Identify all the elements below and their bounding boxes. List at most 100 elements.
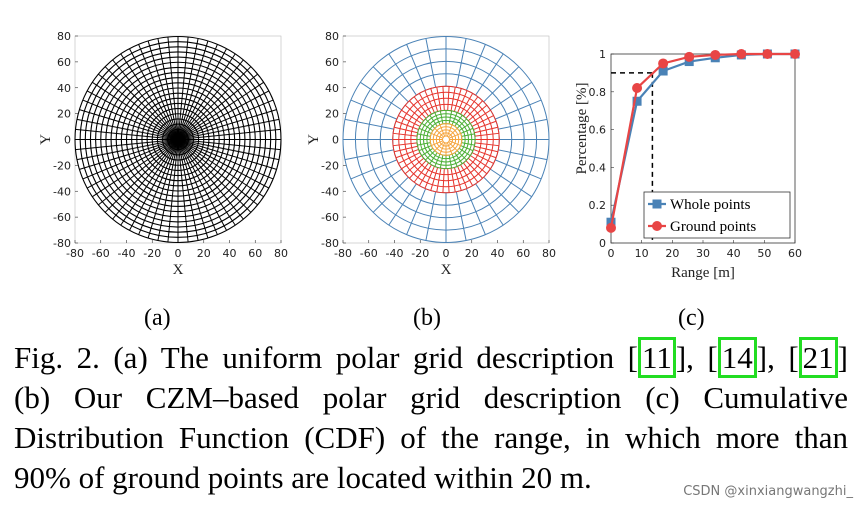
panel-b-czm-polar-grid: -80 -60 -40 -20 0 20 40 60 80806040200-20-40-60-… (306, 30, 556, 278)
y-tick-label: -20 (53, 159, 71, 172)
x-tick-label: 40 (491, 247, 505, 260)
czm-zone-sector-line (474, 132, 500, 137)
grid-sector-line (75, 128, 179, 140)
czm-zone-sector-line (425, 38, 437, 88)
czm-zone-sector-line (395, 148, 419, 159)
czm-zone-sector-line (418, 145, 432, 152)
czm-zone-sector-line (430, 88, 439, 112)
x-tick-label: -40 (118, 247, 136, 260)
subfigure-label-a: (a) (144, 305, 171, 331)
y-tick-label: 20 (325, 108, 339, 121)
czm-zone-sector-line (436, 86, 442, 111)
czm-zone-sector-line (448, 154, 453, 169)
czm-zone-sector-line (455, 38, 467, 88)
czm-zone-sector-line (388, 53, 417, 96)
czm-zone-sector-line (465, 160, 483, 179)
citation-link-14[interactable]: 14 (717, 337, 757, 378)
grid-sector-line (177, 59, 244, 140)
czm-zone-sector-line (461, 142, 475, 146)
y-tick-label: 40 (57, 82, 71, 95)
czm-zone-sector-line (401, 109, 422, 124)
y-tick-label: 0.6 (589, 124, 607, 137)
czm-zone-sector-line (425, 191, 437, 241)
y-tick-label: 40 (325, 82, 339, 95)
czm-zone-sector-line (434, 127, 444, 138)
grid-sector-line (177, 53, 236, 140)
grid-sector-line (177, 139, 281, 151)
grid-sector-line (177, 139, 258, 206)
grid-sector-line (177, 109, 277, 140)
grid-sector-line (177, 118, 280, 140)
czm-zone-sector-line (392, 132, 418, 137)
czm-zone-sector-line (434, 153, 441, 167)
series-point-1 (658, 58, 669, 69)
czm-zone-sector-line (449, 132, 461, 139)
czm-zone-sector-line (460, 145, 474, 152)
czm-zone-sector-line (446, 124, 453, 137)
czm-zone-sector-line (360, 168, 402, 198)
y-tick-label: -40 (53, 185, 71, 198)
czm-zone-ring (442, 135, 450, 144)
y-tick-label: 0 (64, 134, 71, 147)
czm-zone-sector-line (473, 120, 497, 131)
series-point-1 (632, 83, 643, 94)
grid-sector-line (79, 139, 179, 170)
czm-zone-sector-line (431, 132, 443, 139)
y-tick-label: 0.8 (589, 86, 607, 99)
czm-zone-sector-line (471, 115, 494, 127)
x-tick-label: -80 (334, 247, 352, 260)
grid-sector-line (129, 139, 179, 231)
czm-zone-sector-line (490, 168, 532, 198)
panel-a-uniform-polar-grid: -80 -60 -40 -20 0 20 40 60 80806040200-20-40-60-… (38, 30, 288, 278)
citation-link-11[interactable]: 11 (638, 337, 676, 378)
grid-sector-line (86, 139, 179, 189)
grid-sector-line (82, 99, 179, 140)
y-tick-label: -80 (53, 237, 71, 250)
czm-zone-sector-line (454, 115, 463, 127)
czm-zone-sector-line (425, 150, 436, 161)
czm-zone-sector-line (418, 127, 432, 134)
czm-zone-sector-line (436, 168, 442, 193)
czm-zone-sector-line (456, 118, 467, 129)
czm-zone-sector-line (490, 81, 532, 111)
legend-box (643, 191, 791, 239)
x-tick-label: 20 (197, 247, 211, 260)
x-tick-label: 20 (465, 247, 479, 260)
series-point-1 (606, 222, 616, 233)
x-axis-label: X (441, 262, 452, 278)
grid-sector-line (104, 66, 179, 140)
czm-zone-sector-line (456, 150, 467, 161)
czm-zone-sector-line (406, 44, 427, 91)
czm-zone-sector-line (404, 104, 425, 122)
figure-caption: Fig. 2. (a) The uniform polar grid descr… (14, 337, 848, 498)
grid-sector-line (177, 73, 258, 140)
citation-link-21[interactable]: 21 (798, 337, 838, 378)
grid-sector-line (98, 73, 179, 140)
grid-sector-line (177, 139, 277, 170)
grid-sector-line (112, 59, 179, 140)
grid-sector-line (177, 139, 252, 213)
czm-zone-sector-line (388, 183, 417, 226)
x-tick-label: 0 (175, 247, 182, 260)
grid-sector-line (177, 139, 227, 231)
y-axis-label: Y (38, 134, 54, 145)
czm-zone-sector-line (451, 112, 458, 126)
czm-zone-sector-line (474, 145, 498, 153)
x-tick-label: 40 (727, 247, 741, 260)
y-tick-label: -80 (321, 237, 339, 250)
y-tick-label: 20 (57, 108, 71, 121)
grid-sector-line (177, 139, 274, 180)
czm-zone-sector-line (350, 99, 397, 120)
x-tick-label: 80 (542, 247, 556, 260)
czm-zone-sector-line (461, 133, 475, 137)
czm-zone-sector-line (473, 148, 497, 159)
grid-sector-line (82, 139, 179, 180)
grid-sector-line (177, 99, 274, 140)
legend-marker (652, 221, 662, 231)
czm-zone-sector-line (398, 152, 421, 164)
y-axis-label: Y (306, 134, 322, 145)
y-tick-label: 0.4 (589, 161, 607, 174)
czm-zone-sector-line (474, 142, 500, 147)
czm-zone-sector-line (429, 152, 438, 164)
czm-zone-sector-line (439, 142, 446, 155)
